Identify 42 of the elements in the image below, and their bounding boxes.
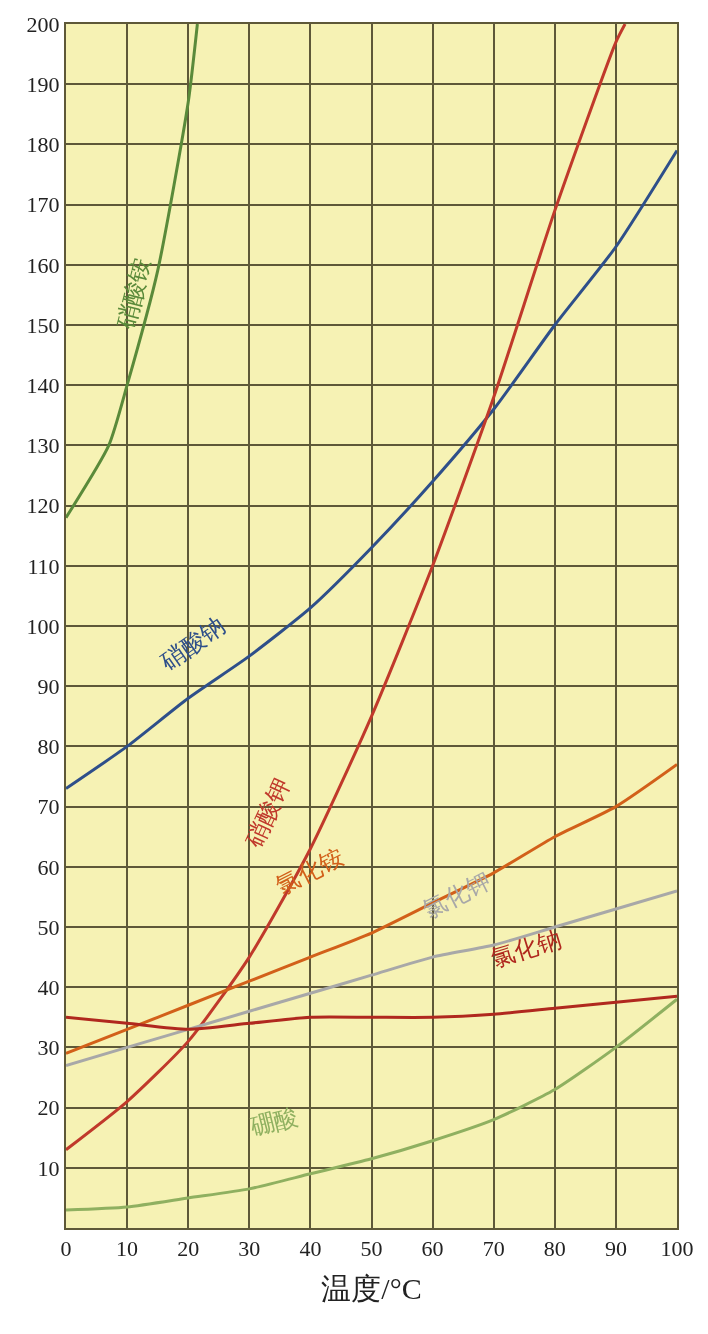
text: 硼酸 <box>246 1102 301 1142</box>
y-tick-label: 120 <box>26 493 60 519</box>
y-tick-label: 150 <box>26 312 60 338</box>
x-tick-label: 30 <box>238 1236 261 1262</box>
x-tick-label: 10 <box>116 1236 139 1262</box>
y-tick-label: 170 <box>26 192 60 218</box>
line-series <box>66 762 677 1055</box>
y-tick-label: 40 <box>37 974 60 1000</box>
y-tick-label: 200 <box>26 11 60 37</box>
y-tick-label: 130 <box>26 433 60 459</box>
y-tick-label: 180 <box>26 132 60 158</box>
y-tick-label: 60 <box>37 854 60 880</box>
line-series <box>66 24 627 1152</box>
y-tick-label: 30 <box>37 1035 60 1061</box>
y-tick-label: 80 <box>37 734 60 760</box>
x-tick-label: 100 <box>660 1236 694 1262</box>
y-tick-label: 90 <box>37 673 60 699</box>
x-tick-label: 50 <box>360 1236 383 1262</box>
y-tick-label: 140 <box>26 372 60 398</box>
y-tick-label: 110 <box>27 553 60 579</box>
y-tick-label: 190 <box>26 71 60 97</box>
text: 硝酸钠 <box>154 611 231 677</box>
y-tick-label: 100 <box>26 613 60 639</box>
line-series <box>66 24 199 520</box>
x-axis-title: 温度/°C <box>321 1272 422 1306</box>
text: 硝酸铵 <box>111 255 157 333</box>
y-tick-label: 20 <box>37 1095 60 1121</box>
x-tick-label: 0 <box>60 1236 72 1262</box>
x-tick-label: 80 <box>543 1236 566 1262</box>
x-tick-label: 20 <box>177 1236 200 1262</box>
x-tick-label: 40 <box>299 1236 322 1262</box>
x-tick-label: 60 <box>421 1236 444 1262</box>
x-tick-label: 90 <box>604 1236 627 1262</box>
text: 氯化钾 <box>418 866 496 924</box>
y-tick-label: 50 <box>37 914 60 940</box>
line-series <box>66 997 677 1212</box>
y-tick-label: 10 <box>37 1155 60 1181</box>
y-tick-label: 70 <box>37 794 60 820</box>
line-series <box>66 994 677 1031</box>
y-tick-label: 160 <box>26 252 60 278</box>
x-tick-label: 70 <box>482 1236 505 1262</box>
text: 氯化钠 <box>487 925 565 973</box>
